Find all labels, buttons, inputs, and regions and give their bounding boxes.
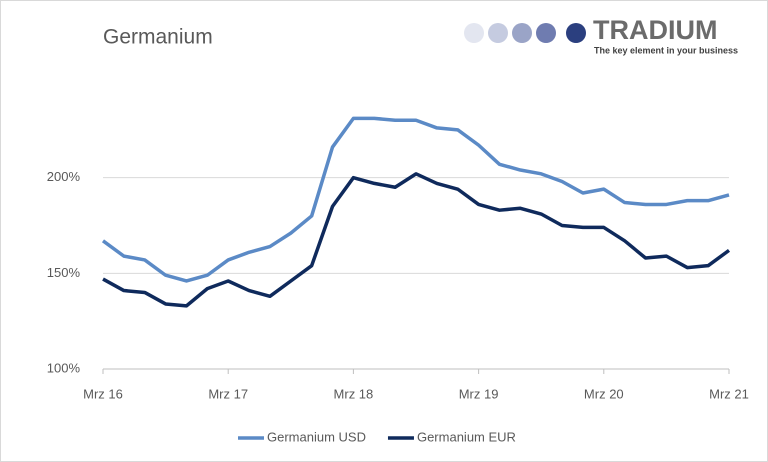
x-tick-label: Mrz 16: [83, 386, 123, 401]
legend-label: Germanium USD: [267, 429, 366, 444]
line-series: [102, 172, 731, 308]
x-tick-label: Mrz 18: [334, 386, 374, 401]
line-series: [101, 116, 730, 283]
x-tick-label: Mrz 17: [208, 386, 248, 401]
logo-dot: [566, 23, 586, 43]
y-tick-label: 100%: [47, 360, 81, 375]
x-tick-label: Mrz 21: [709, 386, 749, 401]
x-tick-label: Mrz 20: [584, 386, 624, 401]
logo-name: TRADIUM: [593, 15, 717, 45]
logo-tagline: The key element in your business: [594, 45, 738, 55]
logo-dot: [488, 23, 508, 43]
logo-dot: [536, 23, 556, 43]
x-tick-label: Mrz 19: [459, 386, 499, 401]
logo-dot: [464, 23, 484, 43]
y-tick-label: 150%: [47, 265, 81, 280]
y-tick-label: 200%: [47, 169, 81, 184]
chart-title: Germanium: [103, 26, 213, 49]
legend-label: Germanium EUR: [417, 429, 516, 444]
logo-dot: [512, 23, 532, 43]
logo: TRADIUM The key element in your business: [464, 15, 738, 55]
